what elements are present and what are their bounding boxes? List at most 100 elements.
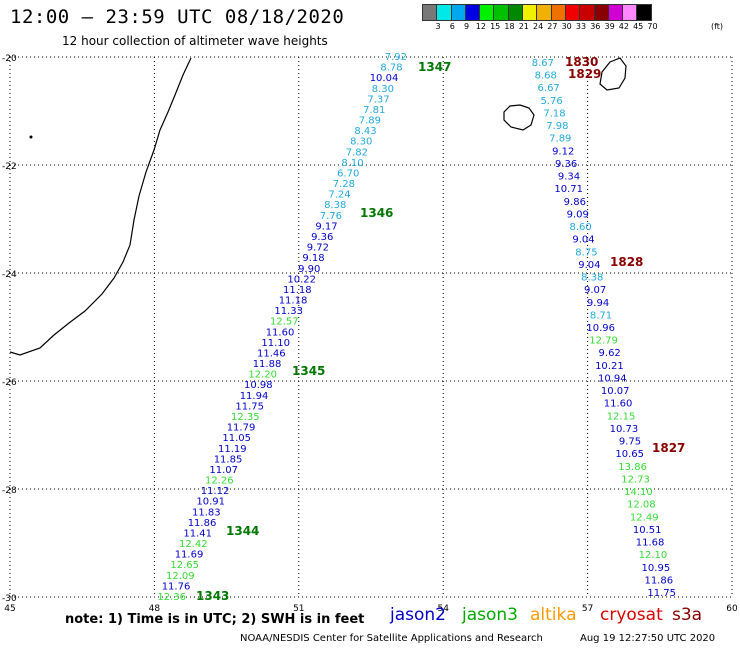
color-scale-tick: 21 [518,22,529,31]
wave-height-label: 9.90 [298,264,320,275]
wave-height-label: 8.68 [535,71,557,82]
legend-jason3: jason3 [462,605,518,625]
track-jason2-pass-b: 8.67 8.686.67 5.767.18 7.98 7.899.12 9.36 9.34… [532,58,676,599]
wave-height-label: 11.18 [283,285,312,296]
credit-line: NOAA/NESDIS Center for Satellite Applica… [240,633,543,644]
wave-height-label: 11.83 [192,507,221,518]
wave-height-label: 8.10 [341,158,363,169]
legend-s3a: s3a [672,605,703,625]
wave-height-label: 10.21 [595,361,624,372]
wave-height-label: 10.98 [244,380,273,391]
wave-height-label: 8.78 [380,63,402,74]
wave-height-label: 11.94 [240,391,269,402]
wave-height-label: 8.30 [350,137,372,148]
wave-height-label: 11.79 [227,423,256,434]
wave-height-label: 10.95 [642,563,671,574]
color-scale-tick: 24 [533,22,544,31]
lat-tick-label: -28 [2,486,17,496]
wave-height-label: 11.12 [201,486,230,497]
wave-height-label: 10.94 [598,373,627,384]
color-scale-ticks: (ft) 3 6 9 12 15 18 21 24 27 30 33 36 39 42 45 70 [422,21,723,33]
color-scale-tick: 39 [604,22,615,31]
wave-height-label: 12.15 [607,411,636,422]
wave-height-label: 5.76 [540,96,562,107]
lon-tick-label: 57 [582,604,593,614]
wave-height-label: 11.75 [647,588,676,599]
madagascar-coastline [9,57,192,356]
wave-height-label: 7.81 [363,105,385,116]
wave-height-label: 11.60 [604,399,633,410]
legend-jason2: jason2 [390,605,446,625]
wave-height-label: 12.26 [205,476,234,487]
wave-height-label: 11.07 [209,465,238,476]
pass-time-label: 1346 [360,206,393,220]
wave-height-label: 11.10 [261,338,290,349]
wave-height-label: 13.86 [618,462,647,473]
color-scale-tick: 18 [504,22,515,31]
pass-time-label: 1347 [418,60,451,74]
wave-height-label: 11.46 [257,348,286,359]
wave-height-label: 9.12 [552,146,574,157]
color-scale-swatches [422,4,652,21]
lat-lon-grid [9,56,733,598]
color-scale: (ft) 3 6 9 12 15 18 21 24 27 30 33 36 39 42 45 70 [422,4,723,33]
color-scale-tick: 42 [618,22,629,31]
wave-height-label: 11.18 [279,296,308,307]
pass-time-label: 1827 [652,441,685,455]
wave-height-label: 8.38 [581,273,603,284]
lat-tick-label: -20 [2,54,17,64]
wave-height-label: 9.17 [315,221,337,232]
wave-height-label: 11.41 [183,528,212,539]
color-scale-tick: 6 [449,22,455,31]
mauritius-island [599,57,627,91]
pass-time-label: 1345 [292,364,325,378]
pass-time-label: 1343 [196,589,229,603]
wave-height-label: 10.22 [287,274,316,285]
pass-time-label: 1828 [610,255,643,269]
wave-height-label: 7.18 [543,108,565,119]
wave-height-label: 9.94 [587,298,609,309]
wave-height-label: 14.10 [624,487,653,498]
wave-height-label: 11.60 [266,327,295,338]
lon-tick-label: 51 [293,604,304,614]
color-scale-tick: 12 [475,22,486,31]
footer-note: note: 1) Time is in UTC; 2) SWH is in fe… [65,612,365,627]
wave-height-label: 11.86 [644,575,673,586]
wave-height-label: 9.04 [572,235,594,246]
wave-height-label: 6.70 [337,168,359,179]
wave-height-label: 12.35 [231,412,260,423]
wave-height-label: 8.75 [575,247,597,258]
wave-height-label: 11.68 [636,538,665,549]
wave-height-label: 9.36 [311,232,333,243]
wave-height-label: 12.10 [639,550,668,561]
lat-tick-label: -26 [2,378,17,388]
wave-height-label: 12.09 [166,571,195,582]
track-jason2-pass-a: 7.928.7810.048.307.377.817.898.438.307.8… [157,52,407,603]
wave-height-label: 11.85 [214,454,243,465]
wave-height-label: 12.65 [170,560,199,571]
lon-tick-label: 54 [437,604,449,614]
legend-altika: altika [530,605,577,625]
wave-height-label: 11.75 [235,401,264,412]
wave-height-label: 6.67 [538,83,560,94]
color-scale-tick: 45 [633,22,644,31]
wave-height-label: 12.49 [630,512,659,523]
color-scale-unit: (ft) [711,22,724,31]
wave-height-label: 12.36 [157,592,186,603]
lon-tick-label: 60 [726,604,738,614]
wave-height-label: 9.75 [619,437,641,448]
pass-time-label: 1344 [226,524,259,538]
wave-height-label: 12.57 [270,317,299,328]
wave-height-label: 11.33 [274,306,303,317]
lon-tick-label: 45 [4,604,15,614]
axis-tick-labels: 45 48 51 54 57 60 -20 -22 -24 -26 -28 -30 [2,54,738,614]
generation-timestamp: Aug 19 12:27:50 UTC 2020 [580,633,716,644]
wave-height-label: 9.62 [599,348,621,359]
wave-height-label: 8.71 [590,310,612,321]
wave-height-label: 7.89 [549,134,571,145]
wave-height-label: 8.38 [324,200,346,211]
color-scale-tick: 36 [590,22,601,31]
wave-height-label: 10.07 [601,386,630,397]
